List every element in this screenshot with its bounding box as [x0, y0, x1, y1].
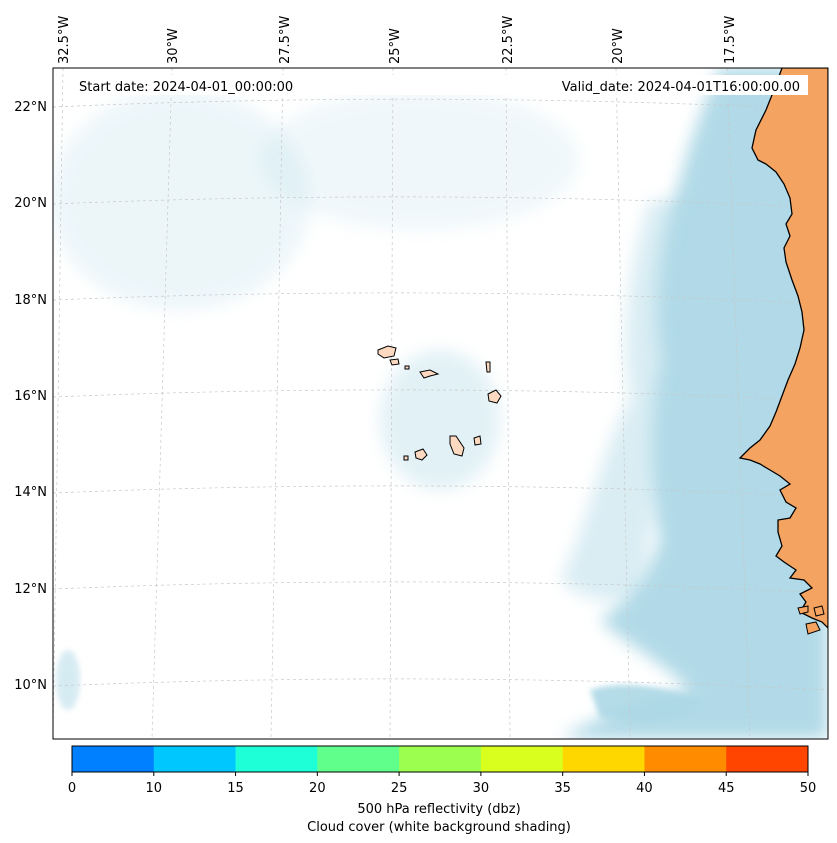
start-date-label: Start date: 2024-04-01_00:00:00 [79, 80, 293, 95]
parallel-12n [53, 581, 828, 594]
meridian-32-5w [53, 68, 64, 739]
colorbar-tick-label: 15 [227, 781, 244, 796]
lat-label-16n: 16°N [14, 389, 47, 404]
meridian-30w [151, 68, 173, 739]
cloud-n-patch [260, 90, 580, 230]
map-content [53, 68, 828, 739]
header-box [70, 75, 808, 95]
graticule [53, 68, 828, 739]
lon-label-27-5w: 27.5°W [278, 16, 293, 64]
colorbar-segment [153, 746, 237, 772]
lat-label-18n: 18°N [14, 293, 47, 308]
parallel-18n [53, 292, 828, 305]
colorbar-segment [72, 746, 155, 772]
island-santiago [449, 435, 465, 457]
island-boa-vista [487, 389, 502, 404]
cloud-band-inner [560, 200, 690, 601]
meridian-17-5w [726, 68, 751, 739]
colorbar-tick-label: 20 [309, 781, 326, 796]
colorbar: 0 10 15 20 25 30 35 40 45 50 [68, 745, 817, 796]
cloud-band-coastal [560, 68, 828, 739]
colorbar-segment [726, 746, 809, 772]
colorbar-tick-label: 45 [718, 781, 735, 796]
colorbar-tick-label: 10 [146, 781, 163, 796]
valid-date-label: Valid_date: 2024-04-01T16:00:00.00 [562, 80, 800, 95]
lon-label-30w: 30°W [166, 28, 181, 64]
cloud-cover-shading [53, 68, 828, 739]
west-africa-land [738, 68, 828, 629]
lon-label-22-5w: 22.5°W [501, 16, 516, 64]
cape-verde-islands [377, 345, 825, 635]
lon-label-25w: 25°W [388, 28, 403, 64]
lon-label-17-5w: 17.5°W [723, 16, 738, 64]
meridian-20w [615, 68, 631, 739]
colorbar-tick-label: 35 [554, 781, 571, 796]
island-santa-luzia [404, 365, 410, 370]
longitude-labels: 32.5°W 30°W 27.5°W 25°W 22.5°W 20°W 17.5… [57, 16, 738, 64]
colorbar-segment [235, 746, 318, 772]
parallel-14n [53, 485, 828, 498]
island-brava [403, 455, 409, 461]
island-fogo [414, 448, 428, 461]
parallel-16n [53, 389, 828, 402]
colorbar-segment [644, 746, 727, 772]
island-maio [473, 435, 482, 446]
colorbar-tick-label: 50 [800, 781, 817, 796]
colorbar-segment [399, 746, 482, 772]
colorbar-label-line2: Cloud cover (white background shading) [307, 820, 571, 835]
meridian-22-5w [505, 68, 511, 739]
latitude-labels: 22°N 20°N 18°N 16°N 14°N 12°N 10°N [14, 100, 47, 693]
colorbar-border [71, 745, 809, 773]
parallel-22n [53, 98, 828, 111]
island-bijagos-3 [813, 605, 825, 617]
meridian-27-5w [270, 68, 284, 739]
island-santo-antao [377, 345, 397, 359]
cloud-w-patch [56, 650, 80, 710]
colorbar-segment [317, 746, 400, 772]
lat-label-22n: 22°N [14, 100, 47, 115]
lat-label-20n: 20°N [14, 196, 47, 211]
colorbar-segment [480, 746, 564, 772]
island-bijagos-2 [805, 621, 821, 635]
island-sao-nicolau [419, 369, 440, 379]
cloud-lower-left [590, 684, 700, 721]
island-sal [485, 361, 491, 373]
parallel-20n [53, 196, 828, 209]
lat-label-14n: 14°N [14, 485, 47, 500]
colorbar-label-line1: 500 hPa reflectivity (dbz) [357, 802, 520, 817]
island-sao-vicente [389, 358, 400, 366]
colorbar-segment [562, 746, 645, 772]
lat-label-10n: 10°N [14, 678, 47, 693]
lon-label-32-5w: 32.5°W [57, 16, 72, 64]
cloud-islands-area [380, 350, 500, 490]
island-bijagos-1 [797, 605, 809, 615]
colorbar-tick-label: 0 [68, 781, 76, 796]
colorbar-tick-label: 30 [473, 781, 490, 796]
map-frame [52, 67, 829, 740]
colorbar-tick-label: 25 [391, 781, 408, 796]
colorbar-tick-label: 40 [636, 781, 653, 796]
parallel-10n [53, 678, 828, 691]
meridian-25w [389, 68, 394, 739]
lat-label-12n: 12°N [14, 582, 47, 597]
lon-label-20w: 20°W [611, 28, 626, 64]
